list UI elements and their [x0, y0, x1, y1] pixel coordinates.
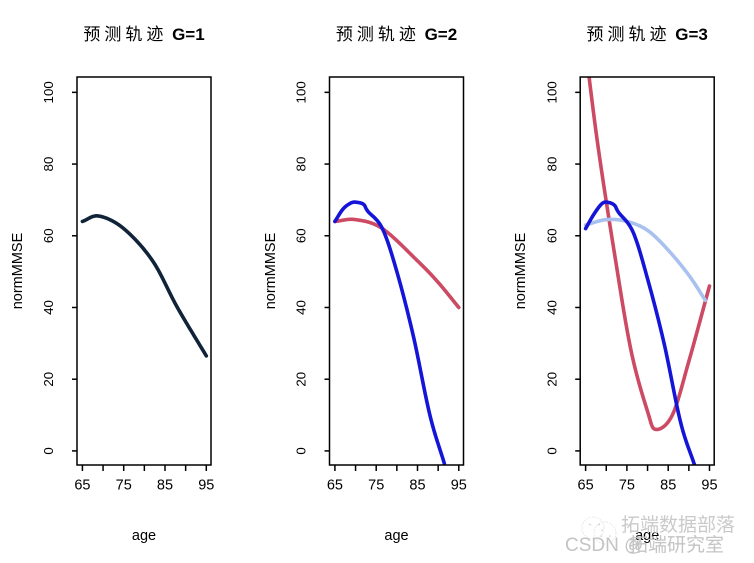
svg-text:0: 0: [544, 447, 559, 454]
svg-text:40: 40: [544, 300, 559, 315]
svg-text:0: 0: [41, 447, 56, 454]
svg-text:100: 100: [544, 81, 559, 103]
svg-text:40: 40: [294, 300, 309, 315]
svg-text:65: 65: [578, 478, 594, 494]
svg-text:20: 20: [294, 372, 309, 387]
svg-text:80: 80: [544, 157, 559, 172]
svg-text:85: 85: [157, 478, 173, 494]
svg-text:75: 75: [368, 478, 384, 494]
svg-text:0: 0: [294, 447, 309, 454]
svg-text:75: 75: [619, 478, 635, 494]
svg-text:65: 65: [327, 478, 343, 494]
svg-text:65: 65: [74, 478, 90, 494]
svg-text:60: 60: [41, 228, 56, 243]
svg-text:100: 100: [294, 81, 309, 103]
svg-text:20: 20: [544, 372, 559, 387]
svg-text:85: 85: [409, 478, 425, 494]
svg-text:60: 60: [544, 228, 559, 243]
svg-text:80: 80: [294, 157, 309, 172]
svg-text:40: 40: [41, 300, 56, 315]
svg-text:80: 80: [41, 157, 56, 172]
svg-text:100: 100: [41, 81, 56, 103]
svg-text:85: 85: [660, 478, 676, 494]
svg-text:95: 95: [198, 478, 214, 494]
svg-text:95: 95: [451, 478, 467, 494]
svg-text:95: 95: [701, 478, 717, 494]
svg-text:60: 60: [294, 228, 309, 243]
svg-text:75: 75: [116, 478, 132, 494]
svg-text:20: 20: [41, 372, 56, 387]
